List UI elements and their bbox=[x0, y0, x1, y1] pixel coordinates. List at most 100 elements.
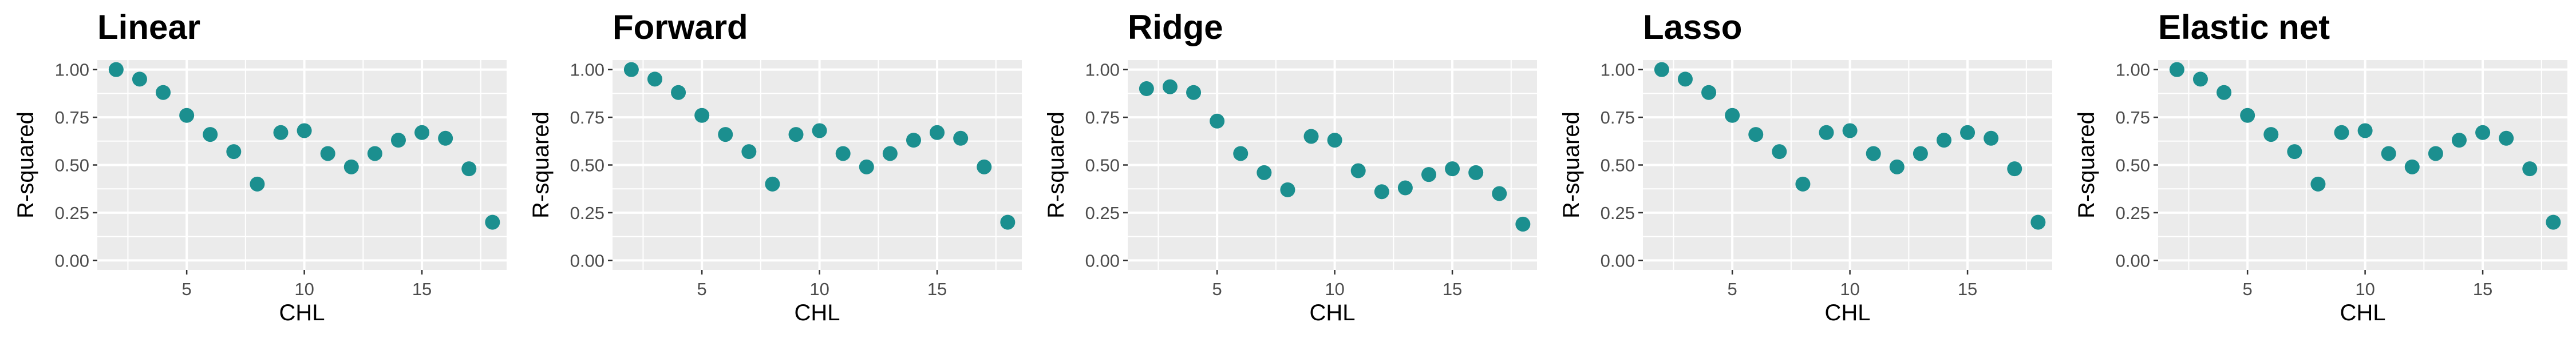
data-point bbox=[1748, 127, 1764, 142]
data-point bbox=[132, 71, 147, 87]
y-tick-label: 0.25 bbox=[55, 203, 89, 223]
x-tick-label: 5 bbox=[697, 279, 707, 299]
data-point bbox=[2381, 146, 2396, 161]
data-point bbox=[741, 144, 757, 160]
data-point bbox=[1303, 129, 1319, 144]
data-point bbox=[1866, 146, 1881, 161]
y-tick-label: 0.00 bbox=[570, 250, 605, 271]
chart-ridge: Ridge 0.00 0.25 0.50 0.75 1.00 5 10 15 CHL R-squar… bbox=[1044, 8, 1537, 325]
data-point bbox=[250, 176, 265, 192]
data-point bbox=[1515, 216, 1531, 232]
y-tick-label: 0.50 bbox=[1601, 156, 1635, 176]
data-point bbox=[2192, 71, 2208, 87]
data-point bbox=[1960, 125, 1976, 140]
data-point bbox=[1421, 167, 1436, 182]
data-point bbox=[2287, 144, 2302, 160]
data-point bbox=[694, 108, 710, 123]
y-tick-label: 0.00 bbox=[1085, 250, 1120, 271]
x-axis-title: CHL bbox=[2340, 300, 2385, 325]
data-point bbox=[2499, 130, 2514, 146]
data-point bbox=[812, 123, 827, 138]
x-tick-label: 10 bbox=[294, 279, 314, 299]
chart-title: Lasso bbox=[1643, 8, 1742, 46]
data-point bbox=[203, 127, 218, 142]
x-tick-label: 5 bbox=[1212, 279, 1222, 299]
panel-lasso: Lasso 0.00 0.25 0.50 0.75 1.00 5 10 15 CHL R-squar… bbox=[1546, 0, 2061, 343]
data-point bbox=[1889, 159, 1905, 174]
y-tick-label: 0.50 bbox=[55, 156, 89, 176]
x-axis-title: CHL bbox=[1824, 300, 1870, 325]
data-point bbox=[1257, 165, 1272, 180]
data-point bbox=[1725, 108, 1740, 123]
y-tick-label: 0.25 bbox=[2116, 203, 2150, 223]
data-point bbox=[930, 125, 945, 140]
x-tick-label: 10 bbox=[1840, 279, 1859, 299]
y-tick-label: 0.25 bbox=[1601, 203, 1635, 223]
data-point bbox=[343, 159, 359, 174]
data-point bbox=[859, 159, 874, 174]
data-point bbox=[320, 146, 335, 161]
y-tick-label: 1.00 bbox=[55, 60, 89, 80]
panel-ridge: Ridge 0.00 0.25 0.50 0.75 1.00 5 10 15 CHL R-squar… bbox=[1030, 0, 1546, 343]
data-point bbox=[623, 62, 639, 77]
y-tick-label: 0.50 bbox=[1085, 156, 1120, 176]
data-point bbox=[2310, 176, 2326, 192]
data-point bbox=[647, 71, 662, 87]
chart-title: Elastic net bbox=[2158, 8, 2330, 46]
data-point bbox=[882, 146, 898, 161]
data-point bbox=[2007, 161, 2022, 177]
y-tick-label: 0.25 bbox=[1085, 203, 1120, 223]
x-axis-title: CHL bbox=[794, 300, 840, 325]
data-point bbox=[835, 146, 851, 161]
y-tick-label: 1.00 bbox=[2116, 60, 2150, 80]
x-axis-title: CHL bbox=[279, 300, 325, 325]
data-point bbox=[179, 108, 195, 123]
data-point bbox=[1350, 163, 1366, 178]
data-point bbox=[390, 133, 406, 148]
data-point bbox=[2334, 125, 2349, 140]
y-tick-label: 1.00 bbox=[1601, 60, 1635, 80]
data-point bbox=[2240, 108, 2255, 123]
data-point bbox=[367, 146, 382, 161]
data-point bbox=[297, 123, 312, 138]
data-point bbox=[1842, 123, 1858, 138]
panel-elastic-net: Elastic net 0.00 0.25 0.50 0.75 1.00 5 10 15 CHL R… bbox=[2061, 0, 2576, 343]
data-point bbox=[1000, 214, 1016, 230]
data-point bbox=[226, 144, 242, 160]
panel-linear: Linear 0.00 0.25 0.50 0.75 1.00 5 10 15 CHL R-squa… bbox=[0, 0, 515, 343]
data-point bbox=[2475, 125, 2491, 140]
x-tick-label: 15 bbox=[2473, 279, 2492, 299]
data-point bbox=[1186, 85, 1202, 100]
data-point bbox=[1984, 130, 1999, 146]
panel-forward: Forward 0.00 0.25 0.50 0.75 1.00 5 10 15 CHL R-squ… bbox=[515, 0, 1030, 343]
data-point bbox=[977, 159, 992, 174]
chart-title: Forward bbox=[613, 8, 748, 46]
y-axis-title: R-squared bbox=[528, 112, 554, 218]
data-point bbox=[1701, 85, 1717, 100]
data-point bbox=[1819, 125, 1834, 140]
data-point bbox=[108, 62, 124, 77]
data-point bbox=[1327, 133, 1342, 148]
data-point bbox=[2169, 62, 2184, 77]
chart-lasso: Lasso 0.00 0.25 0.50 0.75 1.00 5 10 15 CHL R-squar… bbox=[1559, 8, 2052, 325]
data-point bbox=[2546, 214, 2561, 230]
data-point bbox=[2522, 161, 2538, 177]
y-tick-label: 0.50 bbox=[2116, 156, 2150, 176]
x-tick-label: 10 bbox=[2355, 279, 2374, 299]
data-point bbox=[1445, 161, 1460, 177]
data-point bbox=[2428, 146, 2443, 161]
data-point bbox=[2263, 127, 2279, 142]
data-point bbox=[1374, 184, 1389, 200]
x-tick-label: 15 bbox=[412, 279, 432, 299]
data-point bbox=[1397, 180, 1413, 196]
y-tick-label: 0.75 bbox=[1601, 108, 1635, 128]
chart-elastic-net: Elastic net 0.00 0.25 0.50 0.75 1.00 5 10 15 CHL R… bbox=[2074, 8, 2567, 325]
data-point bbox=[156, 85, 171, 100]
data-point bbox=[273, 125, 289, 140]
x-tick-label: 15 bbox=[1958, 279, 1977, 299]
data-point bbox=[718, 127, 733, 142]
x-tick-label: 5 bbox=[2243, 279, 2253, 299]
data-point bbox=[2357, 123, 2373, 138]
y-tick-label: 0.75 bbox=[2116, 108, 2150, 128]
